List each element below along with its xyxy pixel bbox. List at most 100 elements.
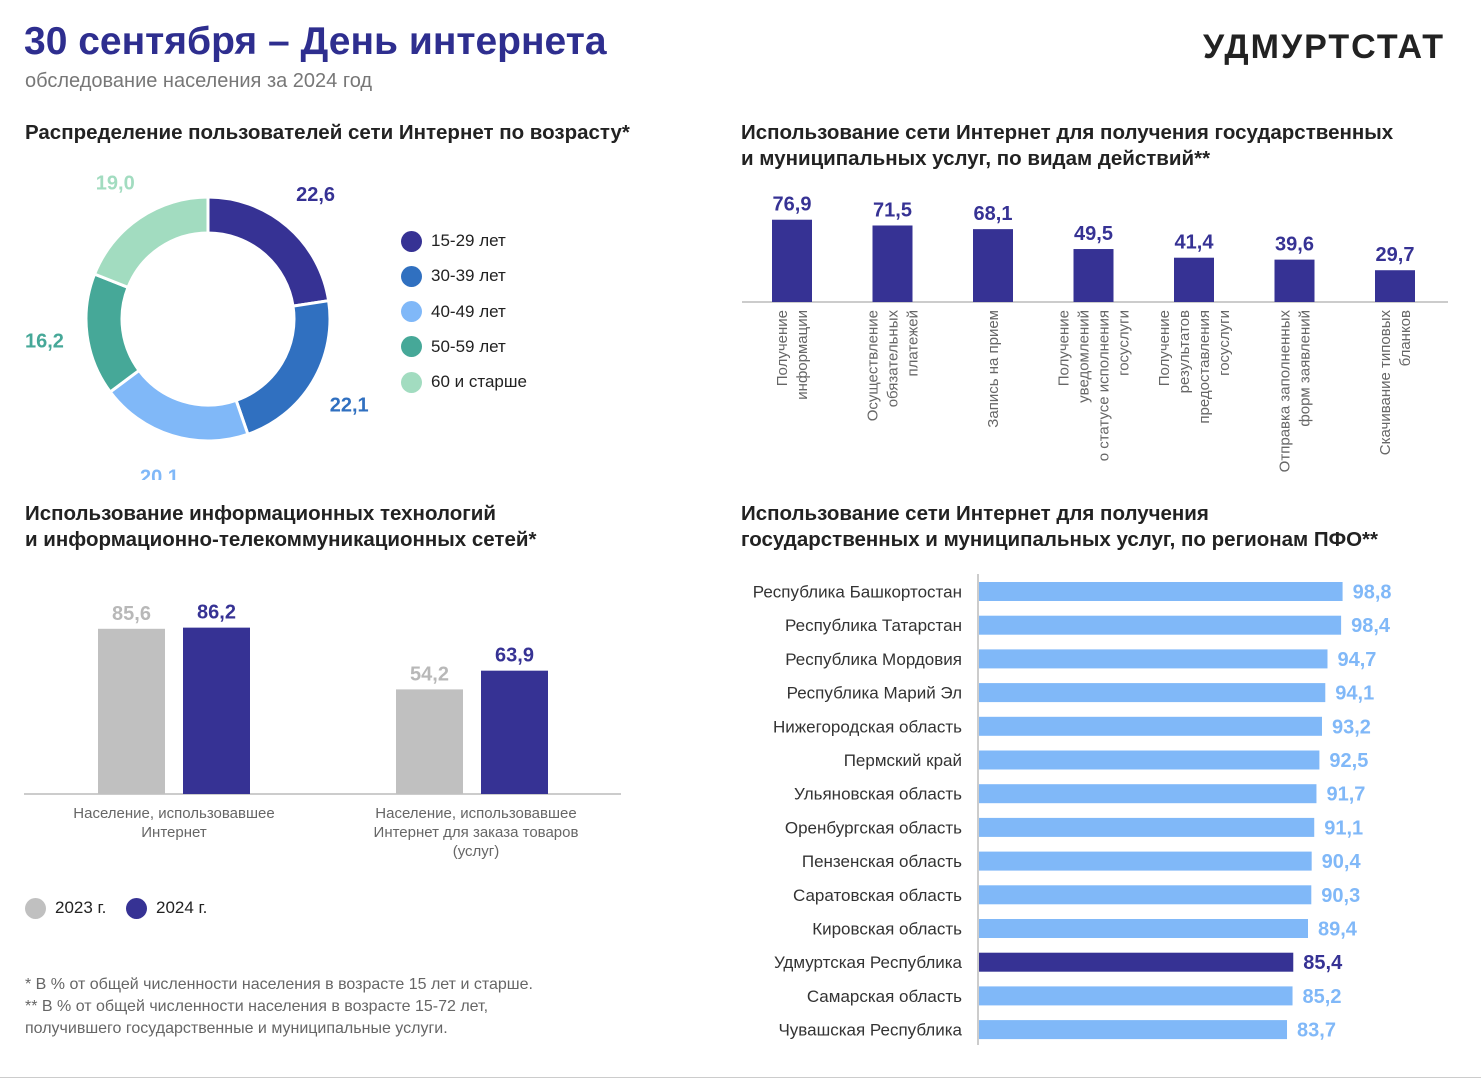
regions-chart-title: Использование сети Интернет для получени… (741, 501, 1378, 553)
age-chart-title: Распределение пользователей сети Интерне… (25, 120, 630, 146)
donut-value-label: 22,1 (330, 394, 369, 416)
bar-value-label: 71,5 (873, 199, 912, 221)
category-line: Население, использовавшее (375, 805, 577, 822)
category-line: платежей (905, 310, 922, 377)
bar-category-label: Пермский край (844, 751, 962, 770)
bar (979, 649, 1328, 669)
bar (481, 670, 548, 794)
category-line: форм заявлений (1297, 310, 1314, 427)
legend-label: 60 и старше (431, 372, 527, 392)
category-line: Осуществление (865, 310, 882, 421)
bar (1174, 257, 1214, 302)
bar-value-label: 85,6 (112, 603, 151, 625)
legend-label: 2023 г. (55, 898, 107, 917)
bar-value-label: 92,5 (1329, 750, 1368, 772)
bar-value-label: 91,1 (1324, 817, 1363, 839)
donut-slice (234, 298, 332, 437)
bottom-divider (0, 1077, 1481, 1078)
bar-value-label: 98,8 (1353, 582, 1392, 604)
legend-marker-icon (25, 897, 46, 919)
gov-services-chart-title-line-1: Использование сети Интернет для получени… (741, 121, 1394, 144)
age-chart-title-line: Распределение пользователей сети Интерне… (25, 121, 630, 144)
bar-value-label: 63,9 (495, 645, 534, 667)
bar (973, 229, 1013, 302)
legend-marker-icon (401, 371, 422, 393)
bar (979, 1020, 1288, 1040)
category-line: госуслуги (1116, 310, 1133, 376)
bar-category-label: Республика Башкортостан (753, 583, 962, 602)
regions-chart-title-line-2: государственных и муниципальных услуг, п… (741, 528, 1379, 551)
category-line: информации (794, 310, 811, 400)
bar (979, 952, 1294, 972)
donut-slice (92, 195, 210, 290)
bar-category-label: Оренбургская область (785, 818, 962, 837)
category-line: Население, использовавшее (73, 805, 275, 822)
ict-chart-title: Использование информационных технологий … (25, 501, 536, 553)
bar (872, 225, 913, 302)
bar-category-label: Получение уведомлений о статусе исполнения… (1056, 310, 1133, 461)
footnotes: * В % от общей численности населения в в… (25, 974, 533, 1040)
legend-item: 2024 г. (126, 896, 207, 920)
bar-category-label: Самарская область (807, 987, 962, 1006)
bar (979, 750, 1320, 770)
category-line: уведомлений (1076, 310, 1093, 403)
bar-category-label: Нижегородская область (773, 717, 962, 736)
bar (979, 885, 1312, 905)
category-line: Запись на прием (985, 310, 1002, 428)
category-line: госуслуги (1216, 310, 1233, 376)
legend-label: 15-29 лет (431, 231, 506, 250)
bar (979, 716, 1322, 736)
bar-category-label: Запись на прием (985, 310, 1002, 428)
bar-value-label: 93,2 (1332, 716, 1371, 738)
category-line: Интернет для заказа товаров (373, 824, 579, 841)
page-title: 30 сентября – День интернета (24, 20, 607, 63)
category-line: обязательных (885, 310, 902, 408)
category-line: Получение (1156, 310, 1173, 386)
age-donut-chart: 22,6 22,1 20,1 16,2 19,0 (25, 173, 369, 480)
bar-value-label: 86,2 (197, 602, 236, 624)
category-line: Получение (774, 310, 791, 386)
donut-value-label: 19,0 (96, 173, 135, 195)
bar-value-label: 98,4 (1351, 615, 1391, 637)
udmurtstat-logo: УДМУРТСТАТ (1203, 28, 1446, 66)
legend-item: 60 и старше (401, 370, 527, 394)
bar (1375, 270, 1415, 302)
category-line: Скачивание типовых (1377, 310, 1394, 456)
bar-value-label: 94,7 (1337, 649, 1376, 671)
footnote-2: ** В % от общей численности населения в … (25, 998, 489, 1015)
bar (183, 627, 250, 794)
bar-category-label: Скачивание типовых бланков (1377, 310, 1414, 456)
bar (98, 628, 165, 794)
bar-value-label: 90,3 (1321, 885, 1360, 907)
category-line: результатов (1176, 310, 1193, 393)
legend-label: 40-49 лет (431, 301, 506, 321)
donut-value-label: 22,6 (296, 184, 335, 206)
category-label: Население, использовавшее Интернет для за… (336, 804, 616, 861)
legend-label: 50-59 лет (431, 336, 506, 356)
bar (979, 615, 1342, 635)
legend-label: 30-39 лет (431, 266, 506, 286)
bar (979, 851, 1312, 871)
bar (979, 986, 1293, 1006)
category-label: Население, использовавшее Интернет (34, 804, 314, 842)
regions-chart-title-line-1: Использование сети Интернет для получени… (741, 502, 1209, 525)
regions-bar-chart: Республика Башкортостан 98,8 Республика Та… (753, 574, 1392, 1045)
bar (1073, 249, 1114, 302)
category-line: Отправка заполненных (1277, 310, 1294, 473)
legend-marker-icon (126, 897, 147, 919)
bar-value-label: 76,9 (773, 194, 812, 216)
bar-category-label: Чувашская Республика (778, 1021, 962, 1040)
bar (979, 683, 1326, 703)
page-subtitle: обследование населения за 2024 год (25, 70, 373, 92)
bar-value-label: 41,4 (1175, 232, 1215, 254)
legend-marker-icon (401, 301, 422, 323)
bar-value-label: 29,7 (1376, 244, 1415, 266)
legend-marker-icon (401, 230, 422, 252)
legend-item: 2023 г. (25, 896, 106, 920)
bar-category-label: Саратовская область (793, 886, 962, 905)
bar-value-label: 91,7 (1326, 784, 1365, 806)
donut-value-label: 20,1 (140, 467, 179, 480)
gov-services-chart-title: Использование сети Интернет для получени… (741, 120, 1393, 172)
category-line: Интернет (141, 824, 207, 841)
